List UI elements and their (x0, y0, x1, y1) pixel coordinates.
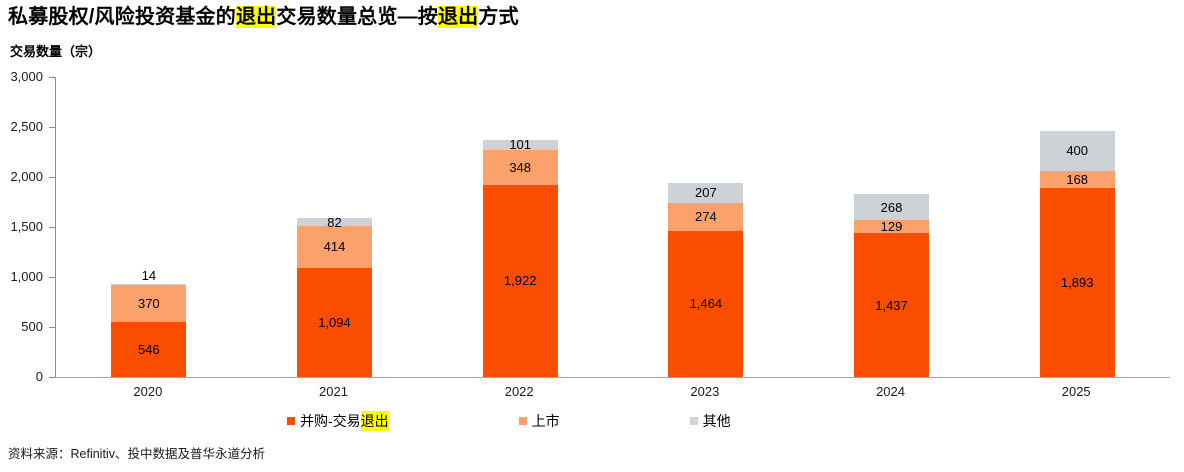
stacked-bar-2024: 1,437 129 268 (854, 193, 930, 377)
legend-item-ipo: 上市 (518, 411, 560, 431)
legend-swatch-merger-icon (287, 417, 295, 425)
legend-item-other: 其他 (689, 411, 731, 431)
legend-label-merger-highlight: 退出 (360, 411, 389, 431)
legend-swatch-ipo-icon (518, 417, 527, 425)
bar-value-label: 82 (327, 214, 342, 230)
stacked-bar-2021: 1,094 414 82 (297, 214, 372, 377)
bar-value-label: 1,893 (1060, 274, 1094, 290)
y-tick-label: 0 (35, 369, 43, 384)
title-text-3: 方式 (478, 6, 519, 28)
bar-value-label: 268 (880, 199, 903, 215)
bar-segment: 400 (1039, 130, 1115, 171)
legend-label-other: 其他 (702, 413, 731, 429)
page-title: 私募股权/风险投资基金的退出交易数量总览—按退出方式 (8, 5, 519, 29)
bar-value-label: 168 (1066, 171, 1089, 187)
legend-label-merger-prefix: 并购-交易 (300, 413, 361, 429)
y-tick-label: 1,500 (10, 219, 43, 234)
bar-segment: 546 (111, 322, 187, 377)
stacked-bar-2020: 546 370 14 (111, 269, 187, 377)
bar-segment: 207 (668, 182, 744, 204)
bar-value-label: 1,437 (875, 297, 908, 313)
y-tick-mark (49, 227, 55, 228)
title-text-2: 交易数量总览—按 (276, 6, 438, 28)
y-tick-mark (49, 77, 55, 78)
y-tick-mark (49, 277, 55, 278)
bar-segment: 370 (111, 285, 187, 323)
legend: 并购-交易 退出 上市 其他 (287, 411, 731, 431)
y-tick-label: 2,000 (10, 169, 43, 184)
bar-segment: 1,464 (668, 230, 744, 377)
x-axis-label: 2022 (504, 384, 534, 399)
bar-segment: 1,094 (297, 267, 372, 377)
bar-value-label: 1,094 (318, 314, 351, 330)
bar-value-label: 348 (509, 159, 532, 175)
bar-group-2021: 1,094 414 82 (242, 77, 428, 377)
bar-group-2022: 1,922 348 101 (427, 77, 613, 377)
legend-label-ipo: 上市 (531, 413, 560, 429)
bar-value-label: 370 (137, 296, 160, 312)
bar-group-2023: 1,464 274 207 (613, 77, 799, 377)
plot-area: 546 370 14 1,094 414 82 1,922 348 101 1,464 274 207… (55, 77, 1170, 378)
bar-segment: 101 (482, 137, 558, 153)
stacked-bar-2025: 1,893 168 400 (1039, 130, 1115, 377)
bar-segment: 82 (297, 214, 372, 230)
x-axis-label: 2024 (876, 384, 905, 399)
bar-segment: 268 (854, 193, 930, 221)
bar-value-label: 414 (323, 239, 346, 255)
source-note: 资料来源：Refinitiv、投中数据及普华永道分析 (8, 447, 265, 461)
bar-segment: 1,437 (854, 233, 930, 377)
legend-item-merger-exit: 并购-交易 退出 (287, 411, 389, 431)
y-axis-title: 交易数量（宗） (10, 44, 102, 59)
x-axis-label: 2020 (133, 384, 163, 399)
stacked-bar-2023: 1,464 274 207 (668, 182, 744, 377)
bar-segment: 1,893 (1039, 187, 1115, 377)
x-axis-label: 2025 (1061, 384, 1091, 399)
bar-segment: 168 (1039, 170, 1115, 188)
x-axis-label: 2021 (319, 384, 348, 399)
bar-segment: 1,922 (482, 184, 558, 377)
y-tick-mark (49, 377, 55, 378)
bar-group-2020: 546 370 14 (56, 77, 242, 377)
bar-segment: 14 (111, 269, 187, 286)
bar-value-label: 14 (141, 268, 157, 284)
y-tick-mark (49, 327, 55, 328)
bar-value-label: 400 (1066, 143, 1089, 159)
title-text-1: 私募股权/风险投资基金的 (8, 6, 236, 28)
x-axis-label: 2023 (690, 384, 720, 399)
title-highlight-1: 退出 (235, 6, 277, 28)
bar-value-label: 129 (880, 219, 903, 235)
bar-segment: 414 (297, 226, 372, 268)
y-axis: 3,000 2,500 2,000 1,500 1,000 500 0 (0, 69, 55, 384)
y-tick-mark (49, 127, 55, 128)
bar-value-label: 1,922 (503, 273, 537, 289)
stacked-bar-2022: 1,922 348 101 (482, 137, 558, 377)
bar-segment: 129 (854, 219, 930, 235)
bar-group-2024: 1,437 129 268 (799, 77, 985, 377)
bar-value-label: 1,464 (689, 296, 723, 312)
legend-swatch-other-icon (689, 417, 698, 425)
bar-segment: 274 (668, 203, 744, 231)
y-tick-mark (49, 177, 55, 178)
bar-value-label: 274 (694, 209, 717, 225)
bar-segment: 348 (482, 150, 558, 185)
bar-value-label: 101 (509, 137, 532, 153)
y-tick-label: 3,000 (10, 69, 43, 84)
title-highlight-2: 退出 (437, 6, 479, 28)
bar-group-2025: 1,893 168 400 (984, 77, 1170, 377)
y-tick-label: 500 (21, 319, 43, 334)
x-axis-labels: 2020 2021 2022 2023 2024 2025 (55, 384, 1169, 399)
y-tick-label: 1,000 (10, 269, 43, 284)
y-tick-label: 2,500 (10, 119, 43, 134)
bar-value-label: 207 (694, 185, 717, 201)
bar-value-label: 546 (137, 342, 160, 358)
